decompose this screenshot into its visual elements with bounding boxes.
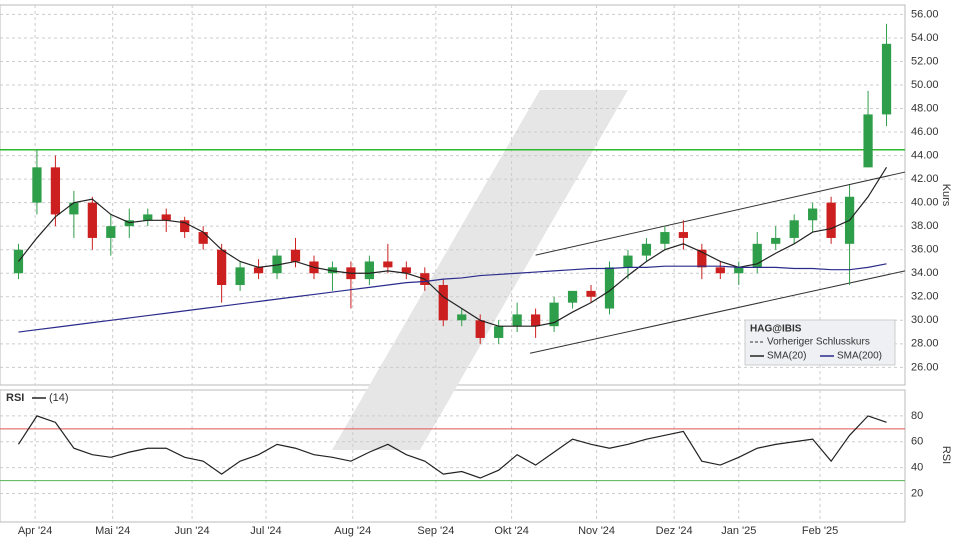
- legend-box: [744, 319, 896, 366]
- y-tick-label: 52.00: [911, 55, 939, 67]
- x-tick-label: Okt '24: [494, 525, 529, 537]
- candle-body: [106, 226, 116, 238]
- candle-body: [217, 249, 227, 285]
- candle-body: [826, 202, 836, 238]
- candle-body: [161, 214, 171, 221]
- rsi-axis-title: RSI: [940, 446, 952, 464]
- candle-body: [549, 302, 559, 327]
- candle-body: [512, 314, 522, 327]
- y-tick-label: 44.00: [911, 149, 939, 161]
- rsi-tick-label: 40: [911, 462, 923, 474]
- candle-body: [567, 290, 578, 303]
- candle-body: [32, 167, 42, 203]
- candle-body: [641, 243, 652, 256]
- legend-symbol: HAG@IBIS: [750, 324, 802, 335]
- y-tick-label: 50.00: [911, 79, 939, 91]
- y-tick-label: 32.00: [911, 291, 939, 303]
- legend-label: SMA(200): [837, 351, 882, 362]
- legend: HAG@IBIS Vorheriger Schlusskurs SMA(20) …: [744, 319, 896, 366]
- y-tick-label: 38.00: [911, 220, 939, 232]
- candle-body: [364, 261, 375, 280]
- y-tick-label: 46.00: [911, 126, 939, 138]
- legend-label: Vorheriger Schlusskurs: [767, 337, 870, 348]
- rsi-panel: [0, 389, 906, 523]
- candle-body: [198, 232, 208, 244]
- candle-body: [789, 220, 799, 238]
- candle-body: [734, 267, 744, 274]
- rsi-tick-label: 20: [911, 487, 923, 499]
- candle-body: [586, 290, 596, 297]
- candle-body: [457, 314, 467, 321]
- x-tick-label: Aug '24: [334, 525, 371, 537]
- y-axis-title: Kurs: [940, 184, 952, 207]
- y-tick-label: 56.00: [911, 8, 939, 20]
- plot-layer: Apr '24 Mai '24 Jun '24 Jul '24 Aug '24 Sep '…: [0, 5, 939, 537]
- candle-body: [494, 326, 504, 338]
- candle-body: [50, 167, 61, 215]
- candle-body: [180, 220, 190, 233]
- candle-body: [771, 237, 781, 244]
- y-tick-label: 34.00: [911, 267, 939, 279]
- watermark: [332, 90, 628, 450]
- rsi-title: RSI: [6, 392, 24, 404]
- trend-line: [529, 270, 906, 354]
- rsi-line: [17, 415, 887, 479]
- candle-body: [604, 267, 615, 309]
- candle-body: [678, 232, 688, 238]
- trend-line: [535, 171, 906, 256]
- rsi-tick-label: 60: [911, 436, 923, 448]
- y-tick-label: 30.00: [911, 314, 939, 326]
- candle-body: [475, 320, 485, 338]
- candle-body: [808, 208, 818, 221]
- x-tick-label: Jan '25: [721, 525, 756, 537]
- x-tick-label: Dez '24: [656, 525, 693, 537]
- sma-line: [18, 263, 887, 333]
- x-tick-label: Nov '24: [578, 525, 615, 537]
- x-tick-label: Apr '24: [18, 525, 53, 537]
- candle-body: [69, 202, 79, 215]
- candle-body: [235, 267, 245, 285]
- x-tick-label: Jun '24: [175, 525, 210, 537]
- x-tick-label: Jul '24: [250, 525, 281, 537]
- candle-body: [715, 267, 725, 274]
- candle-body: [143, 214, 153, 221]
- y-tick-label: 40.00: [911, 197, 939, 209]
- candle-body: [697, 249, 707, 268]
- candle-body: [623, 255, 633, 268]
- candle-body: [290, 249, 301, 262]
- candle-body: [438, 285, 448, 321]
- y-tick-label: 42.00: [911, 173, 939, 185]
- candle-body: [401, 267, 411, 274]
- candle-body: [863, 114, 873, 168]
- x-tick-label: Feb '25: [802, 525, 838, 537]
- y-tick-label: 54.00: [911, 32, 939, 44]
- rsi-tick-label: 80: [911, 410, 923, 422]
- legend-label: SMA(20): [767, 351, 806, 362]
- candle-body: [660, 232, 670, 244]
- candle-body: [253, 267, 264, 274]
- candle-body: [752, 243, 762, 268]
- candle-body: [881, 43, 892, 115]
- y-tick-label: 48.00: [911, 102, 939, 114]
- candle-body: [530, 314, 541, 327]
- candle-body: [383, 261, 393, 268]
- rsi-label: (14): [49, 392, 69, 404]
- x-tick-label: Mai '24: [95, 525, 130, 537]
- y-tick-label: 36.00: [911, 244, 939, 256]
- y-tick-label: 28.00: [911, 338, 939, 350]
- x-tick-label: Sep '24: [417, 525, 454, 537]
- candle-body: [87, 202, 97, 238]
- y-tick-label: 26.00: [911, 361, 939, 373]
